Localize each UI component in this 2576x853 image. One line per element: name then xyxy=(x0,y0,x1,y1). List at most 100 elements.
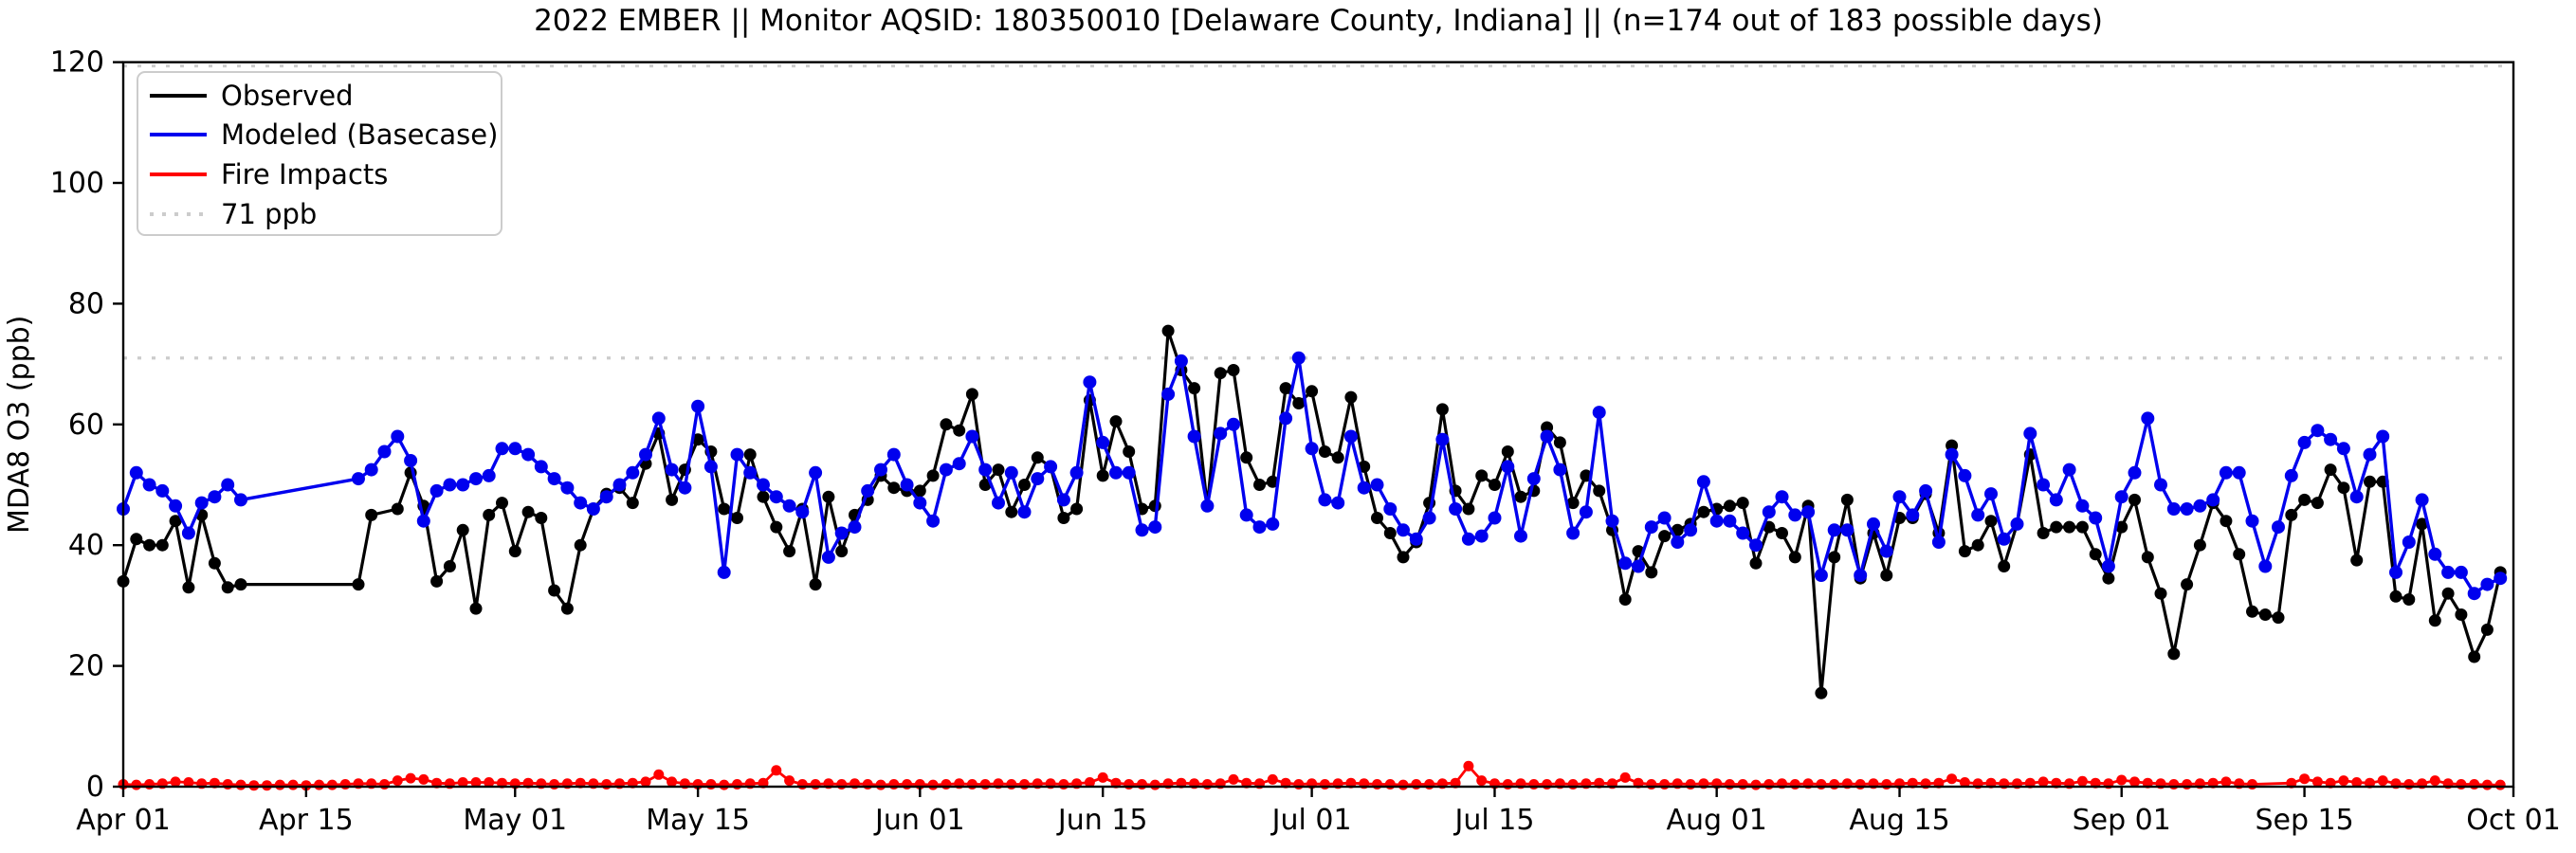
y-tick-label: 40 xyxy=(68,529,104,562)
chart-title: 2022 EMBER || Monitor AQSID: 180350010 [… xyxy=(534,4,2103,38)
modeled-point xyxy=(1461,532,1475,546)
observed-point xyxy=(1123,445,1136,458)
observed-point xyxy=(992,463,1005,477)
fire-impacts-point xyxy=(418,773,429,785)
fire-impacts-point xyxy=(484,777,495,788)
modeled-point xyxy=(2415,493,2429,507)
fire-impacts-point xyxy=(1293,779,1305,789)
modeled-point xyxy=(364,463,378,477)
observed-point xyxy=(1253,479,1266,491)
observed-point xyxy=(2441,587,2455,600)
y-tick-label: 0 xyxy=(86,771,104,804)
observed-point xyxy=(965,388,978,401)
modeled-point xyxy=(1266,517,1280,531)
observed-point xyxy=(1383,527,1397,539)
modeled-point xyxy=(2441,565,2456,579)
observed-point xyxy=(2468,650,2481,663)
observed-point xyxy=(2455,608,2468,621)
modeled-point xyxy=(821,550,835,564)
fire-impacts-point xyxy=(470,777,482,788)
observed-point xyxy=(1541,421,1554,434)
observed-point xyxy=(352,578,365,591)
fire-impacts-point xyxy=(1659,779,1671,789)
observed-point xyxy=(2428,614,2441,627)
x-tick-label: May 15 xyxy=(646,804,750,837)
x-tick-label: Apr 01 xyxy=(76,804,171,837)
fire-impacts-point xyxy=(1201,779,1213,789)
observed-point xyxy=(1788,551,1801,564)
fire-impacts-point xyxy=(2220,776,2232,788)
fire-impacts-point xyxy=(1267,773,1278,785)
modeled-point xyxy=(221,478,235,492)
observed-point xyxy=(496,497,508,510)
observed-point xyxy=(926,469,940,482)
observed-point xyxy=(822,490,835,503)
fire-impacts-point xyxy=(301,780,312,791)
modeled-point xyxy=(678,481,692,495)
observed-point xyxy=(1946,439,1959,452)
modeled-point xyxy=(1984,487,1998,501)
fire-impacts-point xyxy=(888,779,900,789)
observed-point xyxy=(1658,530,1672,543)
fire-impacts-point xyxy=(1567,779,1579,789)
fire-impacts-point xyxy=(2403,779,2415,789)
fire-impacts-point xyxy=(1829,779,1840,789)
modeled-point xyxy=(1736,526,1750,540)
observed-point xyxy=(1031,451,1044,464)
observed-point xyxy=(155,538,169,552)
observed-point xyxy=(1161,324,1175,337)
observed-point xyxy=(2141,551,2154,564)
observed-point xyxy=(1005,505,1018,518)
modeled-point xyxy=(2376,429,2390,444)
modeled-point xyxy=(2154,478,2167,492)
observed-point xyxy=(1880,569,1893,582)
observed-point xyxy=(208,556,221,570)
fire-impacts-point xyxy=(1750,779,1762,790)
modeled-point xyxy=(1526,472,1541,486)
fire-impacts-point xyxy=(810,779,821,789)
observed-point xyxy=(757,490,770,503)
modeled-point xyxy=(1357,481,1371,495)
fire-impacts-point xyxy=(1228,773,1239,785)
x-tick-label: Apr 15 xyxy=(259,804,354,837)
observed-point xyxy=(1828,551,1841,564)
fire-impacts-point xyxy=(339,779,351,789)
observed-point xyxy=(2154,587,2167,600)
fire-impacts-point xyxy=(1097,771,1108,783)
modeled-point xyxy=(547,472,561,486)
modeled-point xyxy=(1618,556,1633,571)
modeled-point xyxy=(2141,411,2155,426)
modeled-point xyxy=(2467,587,2481,601)
observed-point xyxy=(182,581,195,594)
modeled-point xyxy=(1501,460,1515,474)
modeled-point xyxy=(1096,435,1110,449)
observed-point xyxy=(2050,520,2063,534)
fire-impacts-point xyxy=(1372,779,1382,789)
modeled-point xyxy=(834,526,849,540)
fire-impacts-point xyxy=(941,779,952,789)
modeled-point xyxy=(1004,465,1018,480)
observed-point xyxy=(666,493,679,506)
fire-impacts-point xyxy=(1502,779,1513,789)
observed-point xyxy=(953,424,966,437)
observed-point xyxy=(456,523,469,536)
fire-impacts-point xyxy=(1542,779,1553,789)
fire-impacts-point xyxy=(719,779,730,790)
modeled-point xyxy=(952,457,966,471)
legend-fire-label: Fire Impacts xyxy=(221,158,388,191)
fire-impacts-point xyxy=(1646,779,1657,789)
legend-modeled-label: Modeled (Basecase) xyxy=(221,118,498,151)
fire-impacts-point xyxy=(2456,779,2467,789)
observed-point xyxy=(2181,578,2194,591)
x-tick-label: Oct 01 xyxy=(2466,804,2561,837)
modeled-point xyxy=(848,520,862,535)
observed-point xyxy=(2102,572,2115,585)
fire-impacts-point xyxy=(314,779,325,790)
modeled-point xyxy=(1696,475,1710,489)
modeled-point xyxy=(2023,426,2037,441)
fire-impacts-point xyxy=(1424,779,1435,789)
modeled-point xyxy=(2037,478,2051,492)
fire-impacts-point xyxy=(1019,779,1030,789)
observed-point xyxy=(574,538,587,552)
